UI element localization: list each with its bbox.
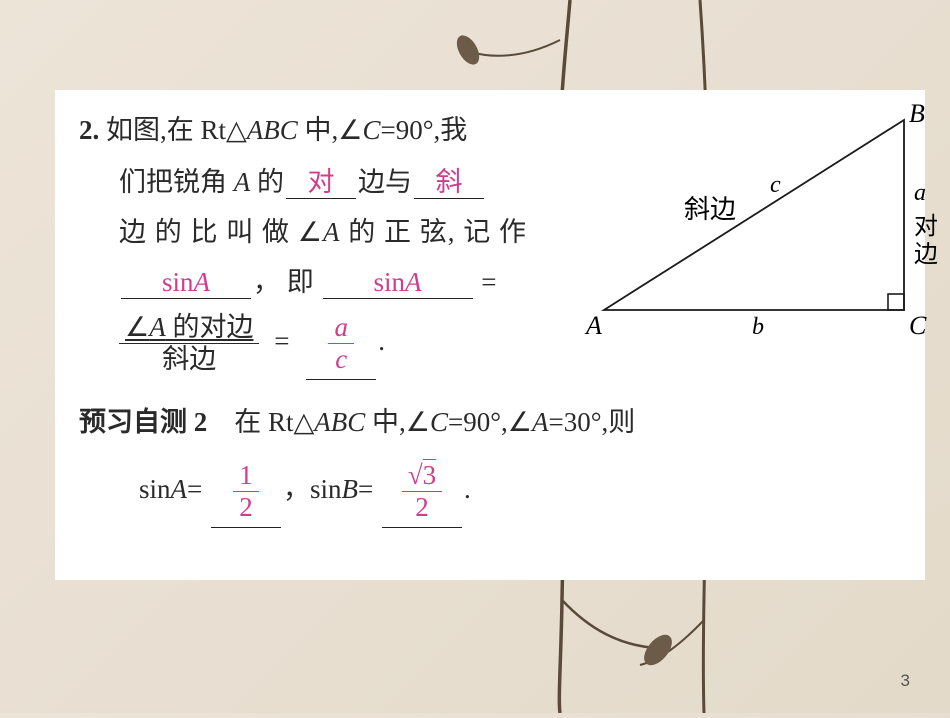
- quiz-answers: sinA= 1 2 ，sinB= √3 2 .: [79, 460, 901, 528]
- blank-sinA-value: 1 2: [211, 460, 281, 528]
- frac-ac-num: a: [328, 312, 354, 344]
- q2-line-4: sinA， 即 sinA =: [79, 258, 559, 308]
- frac-sqrt3-2: √3 2: [402, 460, 442, 523]
- blank-frac-a-over-c: a c: [306, 312, 376, 380]
- quiz-eq1: =: [187, 474, 202, 504]
- frac-word-den: 斜边: [119, 344, 259, 375]
- blank-sinA-1: sinA: [121, 266, 251, 299]
- blank4-sin: sin: [373, 267, 405, 297]
- q2-period: .: [378, 326, 385, 356]
- q2-eq2: =: [274, 326, 289, 356]
- q2-l3b: 的 正 弦, 记 作: [340, 217, 527, 247]
- branch-twig-1: [470, 40, 560, 56]
- blank-sinB-value: √3 2: [382, 460, 462, 528]
- quiz-A: A: [532, 407, 549, 437]
- frac-sqrt3-num: √3: [402, 460, 442, 492]
- blank-hypotenuse: 斜: [414, 166, 484, 199]
- quiz-block: 预习自测 2 在 Rt△ABC 中,∠C=90°,∠A=30°,则: [79, 398, 901, 448]
- label-A: A: [584, 311, 602, 340]
- blank-sinA-2: sinA: [323, 266, 473, 299]
- q2-line-2: 们把锐角 A 的对边与斜: [79, 158, 559, 208]
- leaf-1: [452, 32, 484, 69]
- sqrt3-inner: 3: [423, 460, 437, 490]
- triangle-diagram: B A C c 斜边 a 对 边 b: [584, 100, 944, 350]
- label-opp-2: 边: [914, 241, 938, 268]
- quiz-t1: 在 Rt: [234, 407, 293, 437]
- content-box: 2. 如图,在 Rt△ABC 中,∠C=90°,我 们把锐角 A 的对边与斜 边…: [55, 90, 925, 580]
- quiz-title: 预习自测 2: [79, 407, 207, 437]
- q2-angle: ∠: [338, 115, 362, 145]
- q2-l3a: 边 的 比 叫 做: [119, 217, 298, 247]
- q2-l2c: 边与: [358, 167, 412, 197]
- q2-A: A: [234, 167, 251, 197]
- quiz-ang2: ∠: [508, 407, 532, 437]
- blank-opposite: 对: [286, 166, 356, 199]
- frac-half-den: 2: [233, 492, 259, 523]
- branch-twig-4: [640, 620, 704, 665]
- question-2-text: 2. 如图,在 Rt△ABC 中,∠C=90°,我 们把锐角 A 的对边与斜 边…: [79, 106, 559, 308]
- triangle-poly: [604, 120, 904, 310]
- frac-word: ∠A 的对边 斜边: [119, 312, 259, 375]
- blank4-A: A: [405, 267, 422, 297]
- quiz-comma: ，: [283, 474, 310, 504]
- fw-A: A: [149, 312, 166, 342]
- frac-half: 1 2: [233, 460, 259, 523]
- sinB-it: B: [342, 474, 359, 504]
- q2-C: C: [363, 115, 381, 145]
- quiz-eq2: =: [358, 474, 373, 504]
- q2-pre1: 如图,在 Rt: [106, 115, 226, 145]
- q2-number: 2.: [79, 115, 99, 145]
- quiz-t2: 中,: [365, 407, 406, 437]
- q2-A2: A: [323, 217, 341, 247]
- q2-l2b: 的: [250, 167, 284, 197]
- fw-post: 的对边: [166, 312, 254, 342]
- q2-line-3: 边 的 比 叫 做 ∠A 的 正 弦, 记 作: [79, 208, 559, 258]
- label-c: c: [770, 172, 781, 198]
- label-b: b: [752, 314, 764, 340]
- frac-ac: a c: [328, 312, 354, 375]
- page-number: 3: [901, 671, 910, 691]
- q2-equals: =: [475, 267, 497, 297]
- q2-mid1: 中,: [298, 115, 339, 145]
- quiz-tri: △: [294, 407, 315, 437]
- question-2-block: 2. 如图,在 Rt△ABC 中,∠C=90°,我 们把锐角 A 的对边与斜 边…: [79, 106, 901, 308]
- label-hypotenuse-cn: 斜边: [684, 195, 736, 224]
- right-angle-icon: [888, 294, 904, 310]
- triangle-svg: B A C c 斜边 a 对 边 b: [584, 100, 944, 350]
- quiz-eq30: =30°,则: [549, 407, 636, 437]
- q2-angle2: ∠: [298, 217, 323, 247]
- fw-ang: ∠: [125, 312, 149, 342]
- quiz-ang1: ∠: [406, 407, 430, 437]
- label-C: C: [909, 311, 927, 340]
- q2-line-1: 2. 如图,在 Rt△ABC 中,∠C=90°,我: [79, 106, 559, 156]
- sinA-it: A: [171, 474, 188, 504]
- frac-sqrt3-den: 2: [402, 492, 442, 523]
- label-a: a: [914, 180, 926, 206]
- frac-word-num: ∠A 的对边: [119, 312, 259, 344]
- quiz-C: C: [430, 407, 448, 437]
- frac-ac-den: c: [328, 344, 354, 375]
- q2-tri: △: [226, 115, 247, 145]
- sinA-pre: sin: [139, 474, 171, 504]
- quiz-period: .: [464, 474, 471, 504]
- leaf-3: [639, 630, 677, 670]
- q2-abc: ABC: [247, 115, 298, 145]
- blank3-A: A: [194, 267, 211, 297]
- sinB-pre: sin: [310, 474, 342, 504]
- q2-comma-ji: ， 即: [253, 267, 321, 297]
- quiz-abc: ABC: [314, 407, 365, 437]
- blank3-sin: sin: [162, 267, 194, 297]
- label-opp-1: 对: [914, 213, 938, 240]
- label-B: B: [909, 100, 925, 128]
- branch-twig-3: [562, 600, 655, 648]
- q2-eq90: =90°,我: [381, 115, 468, 145]
- q2-l2a: 们把锐角: [119, 167, 234, 197]
- quiz-eq90: =90°,: [448, 407, 508, 437]
- frac-half-num: 1: [233, 460, 259, 492]
